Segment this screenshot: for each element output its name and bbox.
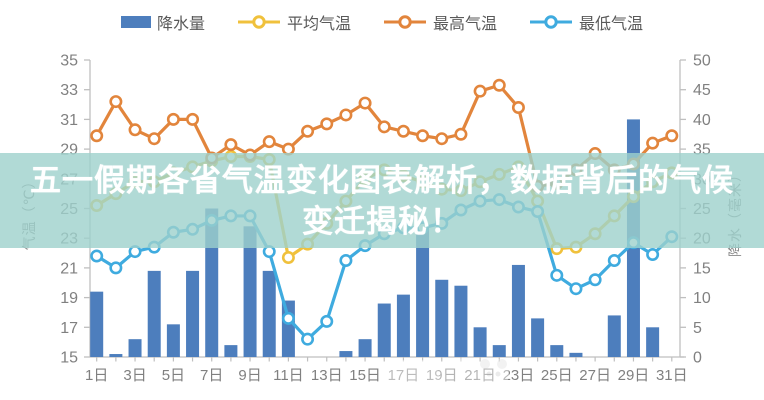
svg-text:19: 19 bbox=[60, 290, 78, 307]
svg-text:27日: 27日 bbox=[579, 367, 611, 384]
headline-line-1: 五一假期各省气温变化图表解析，数据背后的气候 bbox=[30, 162, 734, 198]
legend-item-min-temp: 最低气温 bbox=[529, 10, 643, 34]
legend-label: 最高气温 bbox=[433, 16, 498, 33]
svg-text:31日: 31日 bbox=[656, 367, 688, 384]
headline-overlay-band: 五一假期各省气温变化图表解析，数据背后的气候 变迁揭秘！ bbox=[0, 153, 764, 248]
svg-text:7日: 7日 bbox=[200, 367, 223, 384]
legend-item-max-temp: 最高气温 bbox=[383, 10, 497, 34]
svg-text:15日: 15日 bbox=[349, 367, 381, 384]
svg-text:29日: 29日 bbox=[618, 367, 650, 384]
legend-label: 平均气温 bbox=[286, 16, 351, 33]
svg-text:21日: 21日 bbox=[464, 367, 496, 384]
chart-legend: 降水量 平均气温 最高气温 最低气温 bbox=[0, 9, 764, 35]
svg-text:17日: 17日 bbox=[388, 367, 420, 384]
precipitation-swatch-icon bbox=[120, 16, 151, 28]
svg-text:10: 10 bbox=[693, 290, 711, 307]
svg-text:40: 40 bbox=[693, 112, 711, 129]
svg-text:33: 33 bbox=[60, 82, 78, 99]
svg-text:11日: 11日 bbox=[273, 367, 304, 384]
svg-text:15: 15 bbox=[693, 260, 711, 277]
svg-text:9日: 9日 bbox=[238, 367, 261, 384]
svg-text:35: 35 bbox=[60, 53, 78, 70]
svg-text:17: 17 bbox=[60, 320, 78, 337]
svg-text:19日: 19日 bbox=[426, 367, 458, 384]
svg-text:50: 50 bbox=[693, 53, 711, 70]
max-temp-line-icon bbox=[384, 15, 426, 29]
avg-temp-line-icon bbox=[237, 15, 280, 29]
legend-item-precipitation: 降水量 bbox=[120, 10, 205, 34]
svg-text:1日: 1日 bbox=[85, 367, 108, 384]
legend-label: 降水量 bbox=[156, 16, 205, 33]
svg-text:13日: 13日 bbox=[311, 367, 343, 384]
svg-text:25日: 25日 bbox=[541, 367, 573, 384]
legend-label: 最低气温 bbox=[579, 16, 644, 33]
svg-text:45: 45 bbox=[693, 82, 711, 99]
min-temp-line-icon bbox=[530, 15, 573, 29]
svg-text:0: 0 bbox=[693, 350, 702, 367]
svg-text:5日: 5日 bbox=[162, 367, 185, 384]
svg-text:23日: 23日 bbox=[503, 367, 535, 384]
svg-text:15: 15 bbox=[60, 350, 78, 367]
headline-line-2: 变迁揭秘！ bbox=[302, 203, 462, 239]
svg-text:31: 31 bbox=[60, 112, 78, 129]
svg-text:21: 21 bbox=[60, 260, 78, 277]
legend-item-avg-temp: 平均气温 bbox=[237, 10, 351, 34]
svg-text:5: 5 bbox=[693, 320, 702, 337]
svg-text:3日: 3日 bbox=[123, 367, 146, 384]
